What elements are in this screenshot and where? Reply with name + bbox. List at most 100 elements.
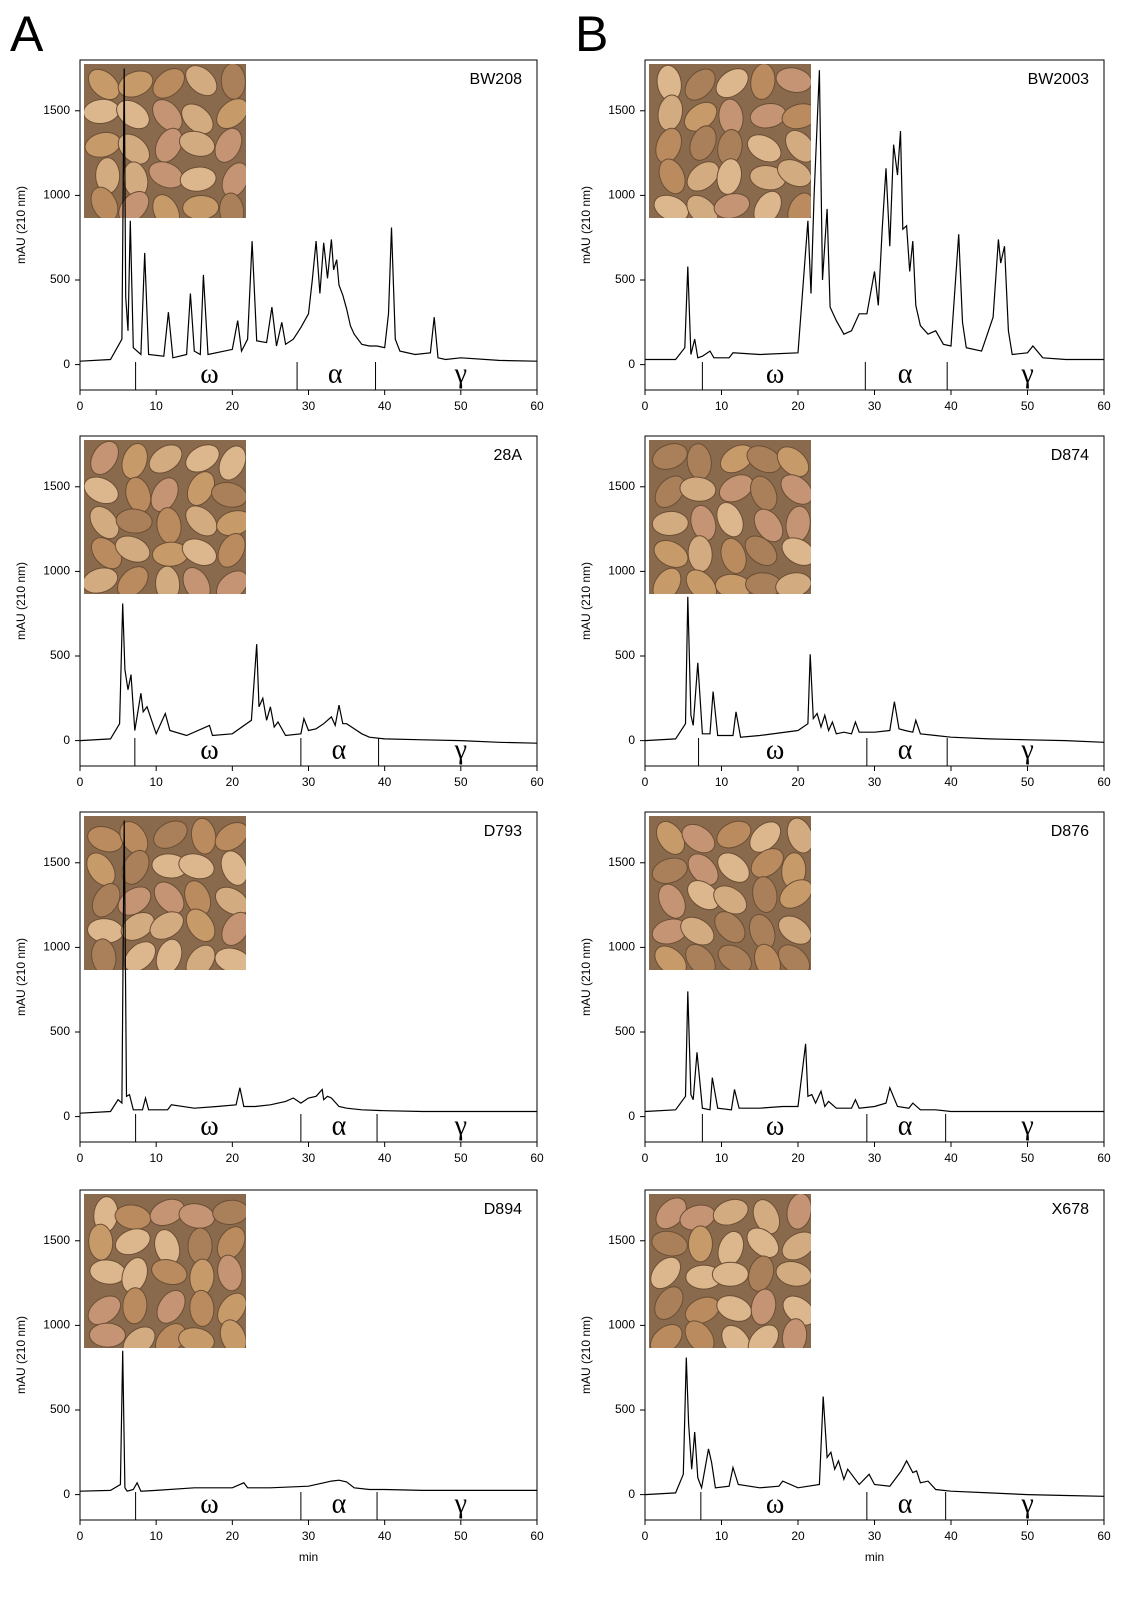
grain bbox=[214, 822, 246, 852]
grain bbox=[749, 821, 782, 853]
grain bbox=[752, 1199, 781, 1235]
fraction-label: γ bbox=[1020, 734, 1033, 765]
x-tick-label: 10 bbox=[149, 1529, 163, 1543]
grain bbox=[717, 944, 752, 970]
grain bbox=[91, 938, 117, 970]
grain bbox=[84, 567, 119, 594]
sample-name: X678 bbox=[1052, 1201, 1089, 1218]
grain bbox=[750, 848, 784, 879]
y-tick-label: 0 bbox=[63, 1487, 70, 1501]
grain bbox=[185, 65, 218, 97]
x-tick-label: 20 bbox=[226, 775, 240, 789]
grain bbox=[182, 195, 220, 218]
x-tick-label: 0 bbox=[642, 399, 649, 413]
grain bbox=[153, 820, 188, 849]
y-tick-label: 500 bbox=[50, 272, 70, 286]
y-axis-label: mAU (210 nm) bbox=[14, 562, 28, 640]
y-tick-label: 1500 bbox=[608, 1233, 635, 1247]
x-tick-label: 10 bbox=[715, 399, 729, 413]
grain bbox=[88, 1322, 126, 1348]
x-tick-label: 20 bbox=[791, 1529, 805, 1543]
fraction-label: α bbox=[332, 1110, 347, 1141]
grain bbox=[679, 476, 717, 502]
grain bbox=[681, 823, 716, 854]
grain bbox=[744, 535, 778, 567]
x-tick-label: 0 bbox=[77, 1151, 84, 1165]
x-tick-label: 60 bbox=[530, 399, 544, 413]
grain bbox=[658, 158, 686, 195]
fraction-label: ω bbox=[766, 1488, 784, 1519]
grain bbox=[121, 443, 148, 480]
x-tick-label: 10 bbox=[149, 399, 163, 413]
fraction-label: ω bbox=[200, 358, 218, 389]
grain bbox=[686, 194, 719, 218]
grain bbox=[217, 1292, 246, 1327]
grain bbox=[747, 1255, 775, 1292]
x-tick-label: 20 bbox=[791, 775, 805, 789]
fraction-label: γ bbox=[1020, 358, 1033, 389]
grain bbox=[185, 505, 218, 537]
grain bbox=[122, 1287, 148, 1325]
y-tick-label: 500 bbox=[615, 272, 635, 286]
x-tick-label: 50 bbox=[454, 775, 468, 789]
x-tick-label: 30 bbox=[302, 775, 316, 789]
y-tick-label: 1000 bbox=[43, 940, 70, 954]
grain-photo bbox=[84, 1194, 246, 1348]
grain bbox=[687, 880, 721, 911]
grain bbox=[215, 570, 246, 594]
sample-name: D876 bbox=[1051, 823, 1089, 840]
grain bbox=[715, 68, 749, 99]
fraction-label: γ bbox=[454, 1488, 467, 1519]
y-axis-label: mAU (210 nm) bbox=[579, 1316, 593, 1394]
grain bbox=[775, 1261, 811, 1287]
fraction-label: ω bbox=[766, 358, 784, 389]
grain bbox=[156, 1289, 186, 1324]
x-tick-label: 40 bbox=[944, 1529, 958, 1543]
x-tick-label: 50 bbox=[1021, 1151, 1035, 1165]
grain bbox=[775, 67, 811, 93]
grain bbox=[654, 945, 687, 970]
grain bbox=[155, 1323, 187, 1348]
grain bbox=[151, 1259, 188, 1286]
grain bbox=[746, 445, 782, 474]
grain bbox=[775, 572, 811, 594]
grain bbox=[91, 883, 121, 918]
y-tick-label: 1000 bbox=[43, 1318, 70, 1332]
x-tick-label: 0 bbox=[77, 775, 84, 789]
y-tick-label: 0 bbox=[628, 1109, 635, 1123]
x-tick-label: 60 bbox=[1097, 1529, 1111, 1543]
y-tick-label: 1500 bbox=[608, 103, 635, 117]
panel-label: A bbox=[10, 6, 44, 62]
y-tick-label: 500 bbox=[50, 648, 70, 662]
grain bbox=[216, 98, 246, 130]
x-tick-label: 0 bbox=[77, 1529, 84, 1543]
grain bbox=[179, 166, 217, 192]
y-axis-label: mAU (210 nm) bbox=[579, 186, 593, 264]
grain bbox=[221, 911, 246, 946]
grain bbox=[717, 852, 750, 883]
x-tick-label: 50 bbox=[1021, 399, 1035, 413]
grain bbox=[655, 820, 686, 855]
x-tick-label: 30 bbox=[302, 1151, 316, 1165]
grain bbox=[651, 1230, 688, 1257]
grain bbox=[214, 947, 246, 970]
grain bbox=[753, 190, 782, 218]
y-axis-label: mAU (210 nm) bbox=[14, 938, 28, 1016]
y-tick-label: 1500 bbox=[43, 479, 70, 493]
grain bbox=[87, 1295, 122, 1326]
grain bbox=[746, 134, 782, 163]
chromatogram-trace bbox=[644, 1357, 1105, 1497]
grain bbox=[779, 879, 811, 909]
grain bbox=[152, 99, 183, 132]
grain bbox=[746, 1227, 780, 1259]
grain bbox=[777, 915, 811, 945]
grain bbox=[148, 444, 183, 474]
y-tick-label: 1500 bbox=[43, 103, 70, 117]
y-tick-label: 1000 bbox=[608, 564, 635, 578]
y-tick-label: 1500 bbox=[43, 855, 70, 869]
fraction-label: α bbox=[332, 734, 347, 765]
x-tick-label: 60 bbox=[1097, 1151, 1111, 1165]
grain bbox=[753, 508, 784, 543]
grain bbox=[651, 510, 689, 536]
grain bbox=[687, 853, 719, 886]
